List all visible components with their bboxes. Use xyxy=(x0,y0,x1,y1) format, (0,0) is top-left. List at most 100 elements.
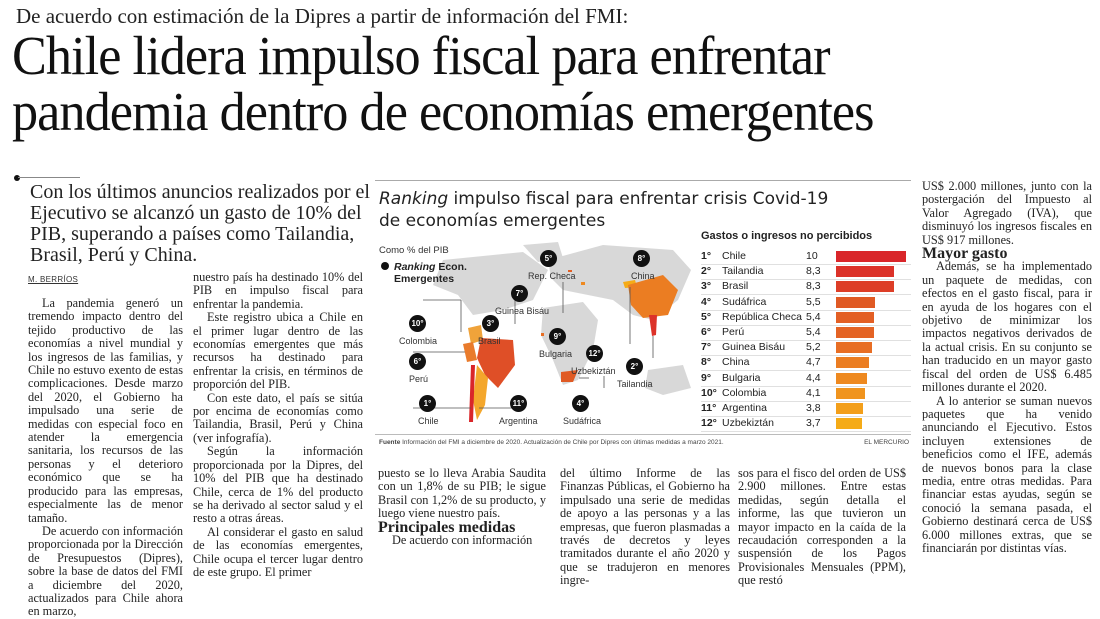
paragraph: del último Informe de las Finanzas Públi… xyxy=(560,466,730,588)
colombia-shape xyxy=(468,325,483,344)
paragraph: nuestro país ha destinado 10% del PIB en… xyxy=(193,270,363,311)
south-africa-shape xyxy=(561,370,578,382)
china-shape xyxy=(628,275,678,318)
title-line-2: de economías emergentes xyxy=(379,211,606,231)
bar xyxy=(836,266,895,278)
czech-shape xyxy=(568,270,572,272)
map-label-rep-checa: Rep. Checa xyxy=(528,271,576,281)
bar-country: Brasil xyxy=(722,280,749,293)
byline: M. BERRÍOS xyxy=(28,275,79,284)
map-badge-tailandia: 2° xyxy=(626,358,643,375)
body-column-1: La pandemia generó un tremendo impacto d… xyxy=(28,296,183,619)
bar-row: 11° Argentina 3,8 xyxy=(701,402,911,417)
bar xyxy=(836,281,895,293)
bar-row: 5° República Checa 5,4 xyxy=(701,311,911,326)
paragraph: Este registro ubica a Chile en el primer… xyxy=(193,310,363,392)
bar xyxy=(836,387,865,399)
bar-chart-title: Gastos o ingresos no percibidos xyxy=(701,230,873,242)
bar-value-label: 3,8 xyxy=(806,402,821,414)
map-label-tailandia: Tailandia xyxy=(617,379,653,389)
paragraph: Según la información proporcionada por l… xyxy=(193,444,363,526)
bar-rank: 1° xyxy=(701,250,712,262)
paragraph: US$ 2.000 millones, junto con la posterg… xyxy=(922,179,1092,247)
map-badge-bulgaria: 9° xyxy=(549,328,566,345)
africa-shape xyxy=(541,302,598,385)
title-italic: Ranking xyxy=(379,189,449,209)
source-label: Fuente xyxy=(379,439,401,446)
headline: Chile lidera impulso fiscal para enfrent… xyxy=(12,28,874,140)
paragraph: De acuerdo con información proporcionada… xyxy=(28,523,183,619)
body-column-2: nuestro país ha destinado 10% del PIB en… xyxy=(193,270,363,579)
paragraph: Al considerar el gasto en salud de las e… xyxy=(193,524,363,579)
bar-rank: 4° xyxy=(701,295,712,308)
map-label-peru: Perú xyxy=(409,374,429,384)
body-column-5: sos para el fisco del orden de US$ 2.900… xyxy=(738,466,906,588)
map-badge-guinea-bisau: 7° xyxy=(511,285,528,302)
bar-country: Perú xyxy=(722,326,745,338)
peru-shape xyxy=(463,342,477,362)
source-note: Fuente Información del FMI a diciembre d… xyxy=(379,439,724,446)
deck: Con los últimos anuncios realizados por … xyxy=(30,181,370,266)
bar-rank: 2° xyxy=(701,265,712,278)
map-badge-sudafrica: 4° xyxy=(572,395,589,412)
bar-value-label: 4,7 xyxy=(806,356,821,369)
map-label-sudafrica: Sudáfrica xyxy=(563,416,602,426)
subhead-mayor-gasto: Mayor gasto xyxy=(922,245,1008,263)
body-column-6: US$ 2.000 millones, junto con la posterg… xyxy=(922,179,1092,555)
bulgaria-shape xyxy=(581,282,585,285)
bar-value-label: 10 xyxy=(806,250,818,262)
bar xyxy=(836,327,874,338)
bar-row: 3° Brasil 8,3 xyxy=(701,280,911,296)
argentina-shape xyxy=(473,365,488,420)
map-label-bulgaria: Bulgaria xyxy=(539,349,573,359)
divider-line xyxy=(18,177,80,178)
bar xyxy=(836,311,874,323)
bar-row: 9° Bulgaria 4,4 xyxy=(701,372,911,387)
bar-country: Tailandia xyxy=(722,265,764,278)
bar-country: Guinea Bisáu xyxy=(722,341,786,354)
bar-rank: 8° xyxy=(701,356,712,369)
bar-row: 12° Uzbekiztán 3,7 xyxy=(701,417,911,433)
bar-row: 10° Colombia 4,1 xyxy=(701,387,911,402)
map-legend: Ranking Econ. Emergentes xyxy=(381,261,467,285)
bar xyxy=(836,372,867,384)
bar-rank: 6° xyxy=(701,326,712,338)
bar-value-label: 5,4 xyxy=(806,326,821,338)
bar-value-label: 8,3 xyxy=(806,280,821,293)
bar-row: 7° Guinea Bisáu 5,2 xyxy=(701,341,911,357)
bar xyxy=(836,342,873,354)
paragraph: Con este dato, el país se sitúa por enci… xyxy=(193,390,363,445)
infographic-title: Ranking impulso fiscal para enfrentar cr… xyxy=(379,188,828,232)
bar xyxy=(836,296,875,308)
bar-rank: 9° xyxy=(701,371,712,384)
map-label-china: China xyxy=(631,271,655,281)
bar xyxy=(836,251,906,262)
map-badge-uzbekiztan: 12° xyxy=(586,345,603,362)
thailand-shape xyxy=(649,315,657,336)
bar-value-label: 4,1 xyxy=(806,386,821,399)
bar-country: Colombia xyxy=(722,386,767,399)
map-label-chile: Chile xyxy=(418,416,439,426)
paragraph: La pandemia generó un tremendo impacto d… xyxy=(28,296,183,525)
brazil-shape xyxy=(477,338,515,388)
bar xyxy=(836,357,869,369)
bar-row: 1° Chile 10 xyxy=(701,250,911,265)
infographic-bottom-rule xyxy=(375,434,911,435)
body-column-4: del último Informe de las Finanzas Públi… xyxy=(560,466,730,588)
paragraph: A lo anterior se suman nuevos paquetes q… xyxy=(922,393,1092,555)
map-label-brasil: Brasil xyxy=(478,336,501,346)
legend-dot-icon xyxy=(381,262,389,270)
map-label-guinea-bisau: Guinea Bisáu xyxy=(495,306,550,316)
map-badge-argentina: 11° xyxy=(510,395,527,412)
paragraph: sos para el fisco del orden de US$ 2.900… xyxy=(738,466,906,588)
bar-row: 4° Sudáfrica 5,5 xyxy=(701,296,911,311)
source-text: Información del FMI a diciembre de 2020.… xyxy=(400,439,724,446)
bar-value-label: 5,2 xyxy=(806,341,821,354)
bar xyxy=(836,403,863,414)
infographic-subtitle: Como % del PIB xyxy=(379,245,449,256)
paragraph: puesto se lo lleva Arabia Saudita con un… xyxy=(378,466,546,521)
bar-value-label: 8,3 xyxy=(806,265,821,278)
headline-line-2: pandemia dentro de economías emergentes xyxy=(12,81,874,142)
bar-rank: 5° xyxy=(701,310,712,323)
map-badge-peru: 6° xyxy=(409,353,426,370)
